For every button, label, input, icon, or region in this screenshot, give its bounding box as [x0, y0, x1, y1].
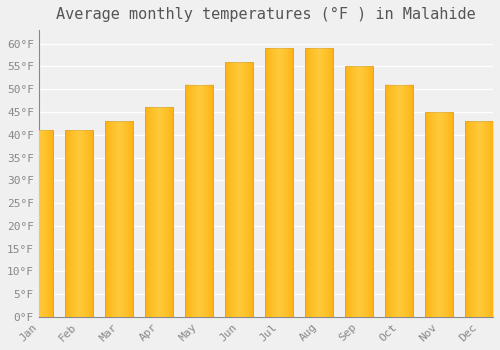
Bar — [305, 48, 333, 317]
Bar — [265, 48, 293, 317]
Title: Average monthly temperatures (°F ) in Malahide: Average monthly temperatures (°F ) in Ma… — [56, 7, 476, 22]
Bar — [65, 130, 93, 317]
Bar — [105, 121, 133, 317]
Bar — [425, 112, 453, 317]
Bar — [185, 85, 213, 317]
Bar — [465, 121, 493, 317]
Bar — [25, 130, 53, 317]
Bar — [225, 62, 253, 317]
Bar — [385, 85, 413, 317]
Bar — [345, 66, 373, 317]
Bar — [145, 107, 173, 317]
